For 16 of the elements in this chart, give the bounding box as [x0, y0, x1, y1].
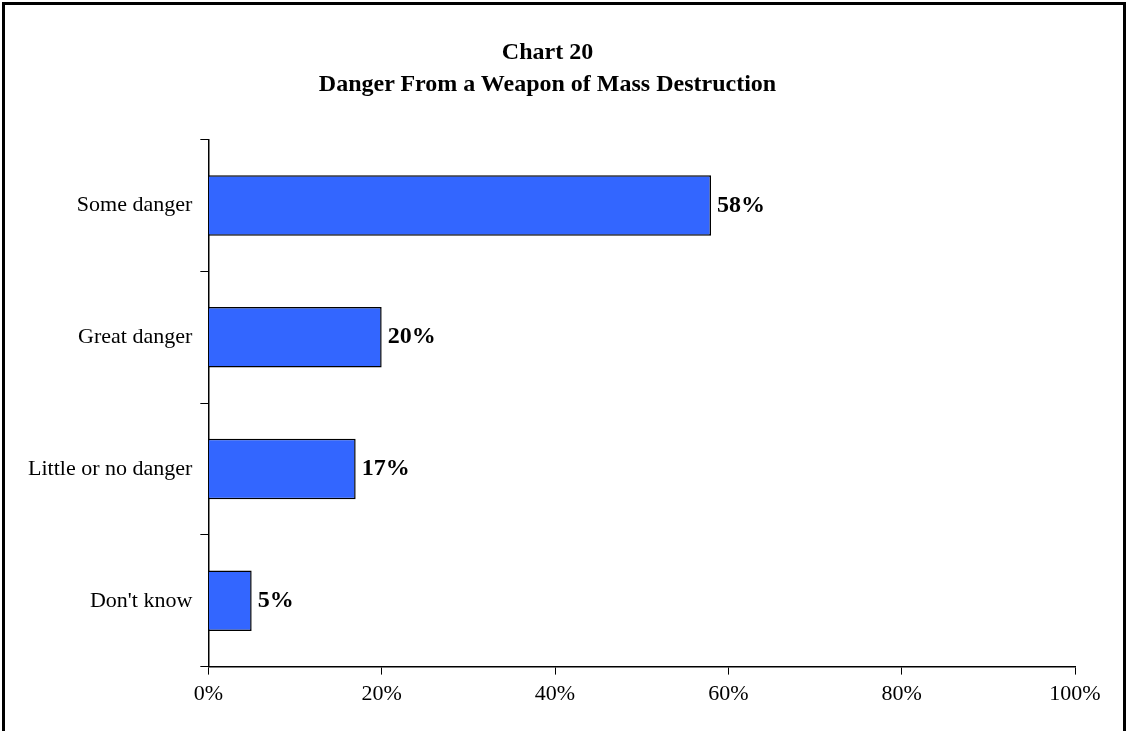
chart-title: Chart 20: [501, 37, 594, 64]
y-tick-label: Little or no danger: [27, 454, 193, 480]
chart-subtitle: Danger From a Weapon of Mass Destruction: [318, 70, 777, 97]
y-tick-label: Some danger: [76, 191, 194, 217]
data-label: 17%: [361, 454, 410, 481]
x-tick-label: 40%: [534, 679, 576, 705]
x-tick-label: 0%: [193, 679, 223, 705]
x-tick-label: 80%: [881, 679, 922, 705]
data-label: 58%: [717, 190, 765, 217]
y-tick-label: Don't know: [89, 586, 193, 612]
y-tick-label: Great danger: [78, 323, 193, 349]
x-tick-label: 100%: [1049, 679, 1101, 705]
x-tick-label: 20%: [361, 679, 402, 705]
x-tick-label: 60%: [708, 679, 749, 705]
data-label: 20%: [387, 322, 436, 349]
data-label: 5%: [257, 585, 294, 612]
